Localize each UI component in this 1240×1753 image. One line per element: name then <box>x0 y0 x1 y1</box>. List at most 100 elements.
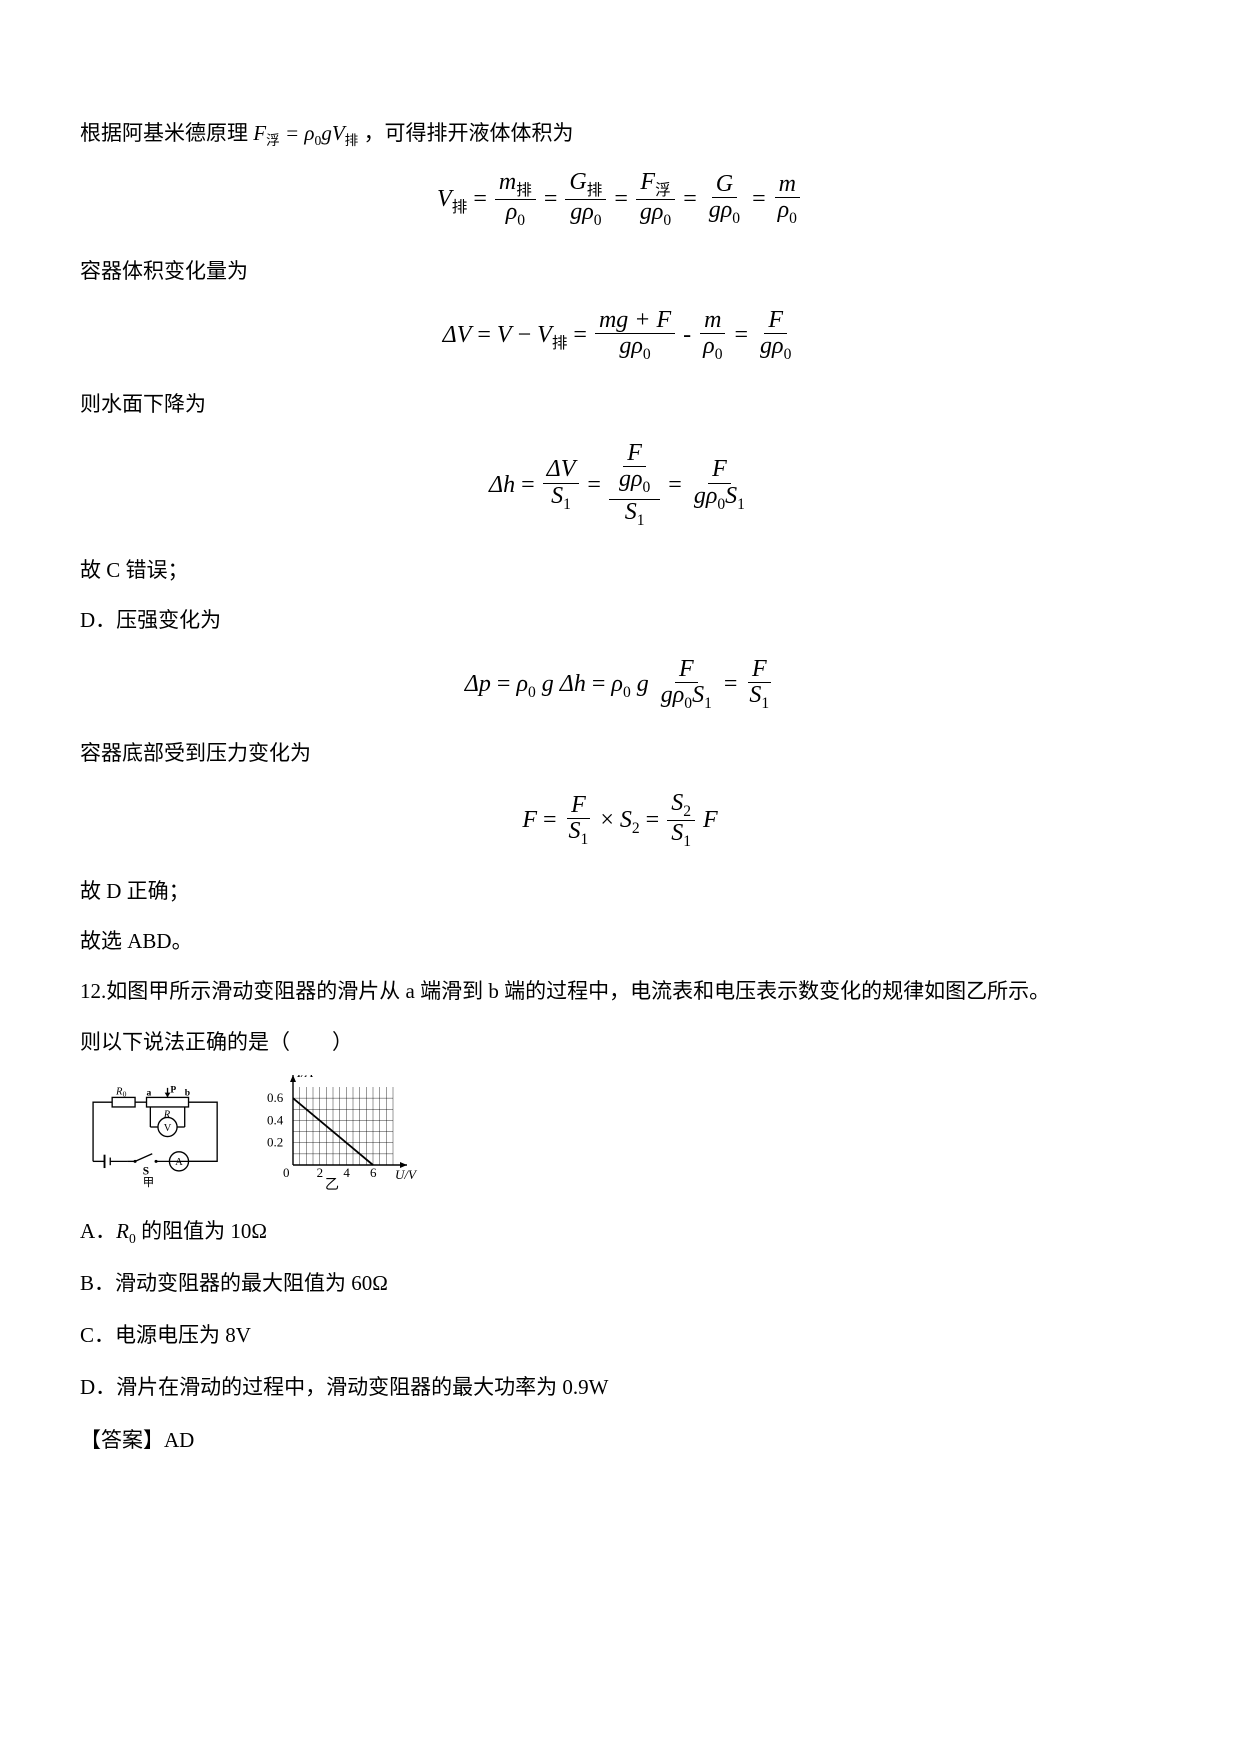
var: Δh <box>489 459 515 512</box>
option-b: B．滑动变阻器的最大阻值为 60Ω <box>80 1260 1160 1306</box>
var: S <box>749 682 761 708</box>
svg-text:0: 0 <box>123 1089 127 1098</box>
var: g <box>619 466 631 492</box>
paragraph: 则水面下降为 <box>80 381 1160 427</box>
var: g <box>760 333 772 359</box>
var: g <box>694 483 706 509</box>
sub: 排 <box>587 182 603 199</box>
text: ，可得排开液体体积为 <box>364 121 574 145</box>
sub: 0 <box>643 479 651 496</box>
paragraph: 容器体积变化量为 <box>80 248 1160 294</box>
svg-text:A: A <box>175 1157 183 1168</box>
svg-text:P: P <box>170 1085 176 1096</box>
sub: 0 <box>684 695 692 712</box>
var: F <box>764 308 787 334</box>
svg-text:0: 0 <box>283 1165 290 1180</box>
var: S <box>625 499 637 525</box>
var: ρ <box>778 197 790 223</box>
circuit-diagram: S甲AR0abRPV <box>80 1085 235 1190</box>
var: g <box>570 199 582 225</box>
answer: 【答案】AD <box>80 1417 1160 1463</box>
var: ΔV <box>443 309 472 362</box>
var: Δh <box>560 658 586 711</box>
sub: 2 <box>632 820 640 837</box>
paragraph: 容器底部受到压力变化为 <box>80 730 1160 776</box>
svg-text:a: a <box>147 1087 152 1098</box>
sub: 0 <box>717 495 725 512</box>
formula-deltaV: ΔV = V − V排 = mg + Fgρ0 - mρ0 = Fgρ0 <box>80 308 1160 363</box>
svg-text:b: b <box>185 1087 190 1098</box>
var: F <box>675 657 698 683</box>
sub: 1 <box>704 695 712 712</box>
var: F <box>708 457 731 483</box>
paragraph: D．压强变化为 <box>80 597 1160 643</box>
svg-text:U/V: U/V <box>395 1167 418 1182</box>
svg-text:0.2: 0.2 <box>267 1134 283 1149</box>
var: g <box>661 682 673 708</box>
formula-deltah: Δh = ΔVS1 = Fgρ0 S1 = Fgρ0S1 <box>80 441 1160 529</box>
var: ρ <box>703 333 715 359</box>
option-c: C．电源电压为 8V <box>80 1312 1160 1358</box>
sub: 2 <box>683 802 691 819</box>
var: S <box>620 807 632 833</box>
var: F <box>522 794 537 847</box>
var: F <box>567 793 590 819</box>
sub: 0 <box>784 346 792 363</box>
num: mg + F <box>595 308 675 334</box>
q12-stem: 则以下说法正确的是（ ） <box>80 1019 1160 1065</box>
sub: 浮 <box>655 182 671 199</box>
q12-figures: S甲AR0abRPV 2460.20.40.60U/VI/A乙 <box>80 1075 1160 1190</box>
sub: 0 <box>528 684 536 701</box>
op: × <box>600 794 614 847</box>
var: ρ <box>516 671 528 697</box>
sub: 0 <box>789 210 797 227</box>
paragraph: 故 D 正确； <box>80 868 1160 914</box>
svg-text:甲: 甲 <box>143 1177 154 1189</box>
q12-stem: 12.如图甲所示滑动变阻器的滑片从 a 端滑到 b 端的过程中，电流表和电压表示… <box>80 968 1160 1014</box>
svg-text:0.6: 0.6 <box>267 1090 284 1105</box>
sub: 排 <box>552 335 568 352</box>
var: S <box>569 818 581 844</box>
svg-text:I/A: I/A <box>296 1075 313 1080</box>
svg-text:6: 6 <box>370 1165 377 1180</box>
var: S <box>671 790 683 816</box>
inline-formula: F浮 = ρ0gV排 <box>253 121 358 145</box>
option-a: A．R0 的阻值为 10Ω <box>80 1208 1160 1254</box>
var: ρ <box>772 333 784 359</box>
var: V <box>497 309 512 362</box>
sub: 1 <box>637 511 645 528</box>
var: g <box>709 197 721 223</box>
var: g <box>640 199 652 225</box>
sub: 0 <box>623 684 631 701</box>
formula-Vpai: V排 = m排ρ0 = G排gρ0 = F浮gρ0 = Ggρ0 = mρ0 <box>80 170 1160 229</box>
var: ρ <box>631 333 643 359</box>
sub: 排 <box>516 182 532 199</box>
formula-F: F = FS1 × S2 = S2S1 F <box>80 791 1160 850</box>
svg-text:V: V <box>164 1123 172 1134</box>
sub: 1 <box>737 495 745 512</box>
paragraph: 故 C 错误； <box>80 547 1160 593</box>
var: ΔV <box>543 457 580 483</box>
paragraph-archimedes: 根据阿基米德原理 F浮 = ρ0gV排 ，可得排开液体体积为 <box>80 110 1160 156</box>
sub: 1 <box>683 833 691 850</box>
var: F <box>748 657 771 683</box>
formula-deltap: Δp = ρ0 g Δh = ρ0 g Fgρ0S1 = FS1 <box>80 657 1160 712</box>
sub: 0 <box>517 212 525 229</box>
page: 根据阿基米德原理 F浮 = ρ0gV排 ，可得排开液体体积为 V排 = m排ρ0… <box>0 0 1240 1753</box>
iv-graph: 2460.20.40.60U/VI/A乙 <box>255 1075 430 1190</box>
var: g <box>637 658 649 711</box>
var: V <box>537 322 552 348</box>
var: F <box>640 169 655 195</box>
sub: 0 <box>129 1231 136 1246</box>
var: ρ <box>706 483 718 509</box>
sub: 1 <box>581 831 589 848</box>
sub: 1 <box>563 495 571 512</box>
paragraph: 故选 ABD。 <box>80 918 1160 964</box>
text: 的阻值为 10Ω <box>136 1219 267 1243</box>
var: R <box>116 1219 129 1243</box>
svg-text:4: 4 <box>343 1165 350 1180</box>
var: G <box>712 172 737 198</box>
svg-text:S: S <box>143 1165 149 1177</box>
var: G <box>569 169 586 195</box>
text: A． <box>80 1219 116 1243</box>
